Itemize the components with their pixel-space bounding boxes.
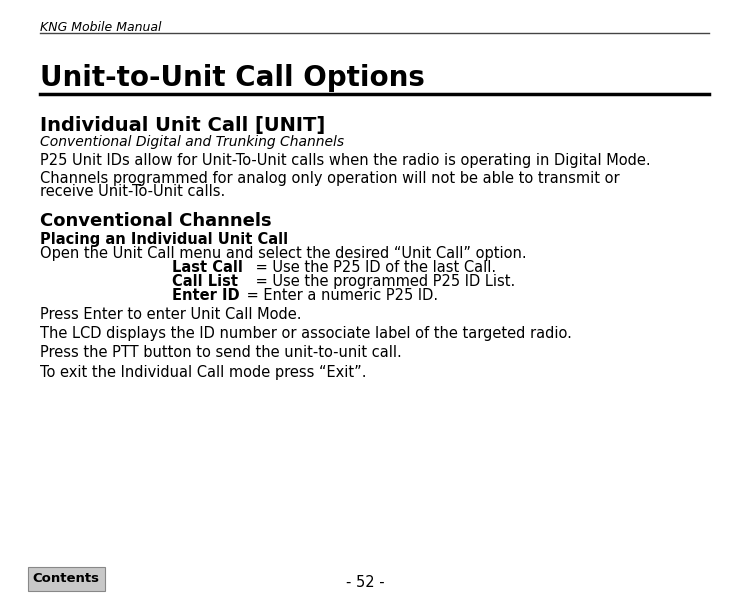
Text: - 52 -: - 52 -: [346, 575, 385, 590]
Text: Call List: Call List: [172, 274, 238, 289]
Text: = Enter a numeric P25 ID.: = Enter a numeric P25 ID.: [242, 288, 438, 303]
Text: P25 Unit IDs allow for Unit-To-Unit calls when the radio is operating in Digital: P25 Unit IDs allow for Unit-To-Unit call…: [40, 153, 651, 168]
Text: Open the Unit Call menu and select the desired “Unit Call” option.: Open the Unit Call menu and select the d…: [40, 246, 527, 261]
Text: Enter ID: Enter ID: [172, 288, 240, 303]
Text: Press the PTT button to send the unit-to-unit call.: Press the PTT button to send the unit-to…: [40, 345, 402, 361]
Text: receive Unit-To-Unit calls.: receive Unit-To-Unit calls.: [40, 184, 225, 199]
Text: Conventional Channels: Conventional Channels: [40, 212, 272, 230]
Text: Channels programmed for analog only operation will not be able to transmit or: Channels programmed for analog only oper…: [40, 171, 620, 187]
Text: Press Enter to enter Unit Call Mode.: Press Enter to enter Unit Call Mode.: [40, 307, 302, 322]
Text: Unit-to-Unit Call Options: Unit-to-Unit Call Options: [40, 64, 425, 92]
Text: KNG Mobile Manual: KNG Mobile Manual: [40, 21, 162, 34]
Text: The LCD displays the ID number or associate label of the targeted radio.: The LCD displays the ID number or associ…: [40, 326, 572, 342]
Text: Individual Unit Call [UNIT]: Individual Unit Call [UNIT]: [40, 116, 325, 134]
Text: Last Call: Last Call: [172, 260, 243, 275]
Text: To exit the Individual Call mode press “Exit”.: To exit the Individual Call mode press “…: [40, 365, 367, 380]
Text: Contents: Contents: [33, 572, 99, 586]
Text: = Use the P25 ID of the last Call.: = Use the P25 ID of the last Call.: [251, 260, 496, 275]
Text: Conventional Digital and Trunking Channels: Conventional Digital and Trunking Channe…: [40, 135, 344, 149]
Text: Placing an Individual Unit Call: Placing an Individual Unit Call: [40, 232, 288, 247]
FancyBboxPatch shape: [28, 567, 105, 591]
Text: = Use the programmed P25 ID List.: = Use the programmed P25 ID List.: [251, 274, 515, 289]
